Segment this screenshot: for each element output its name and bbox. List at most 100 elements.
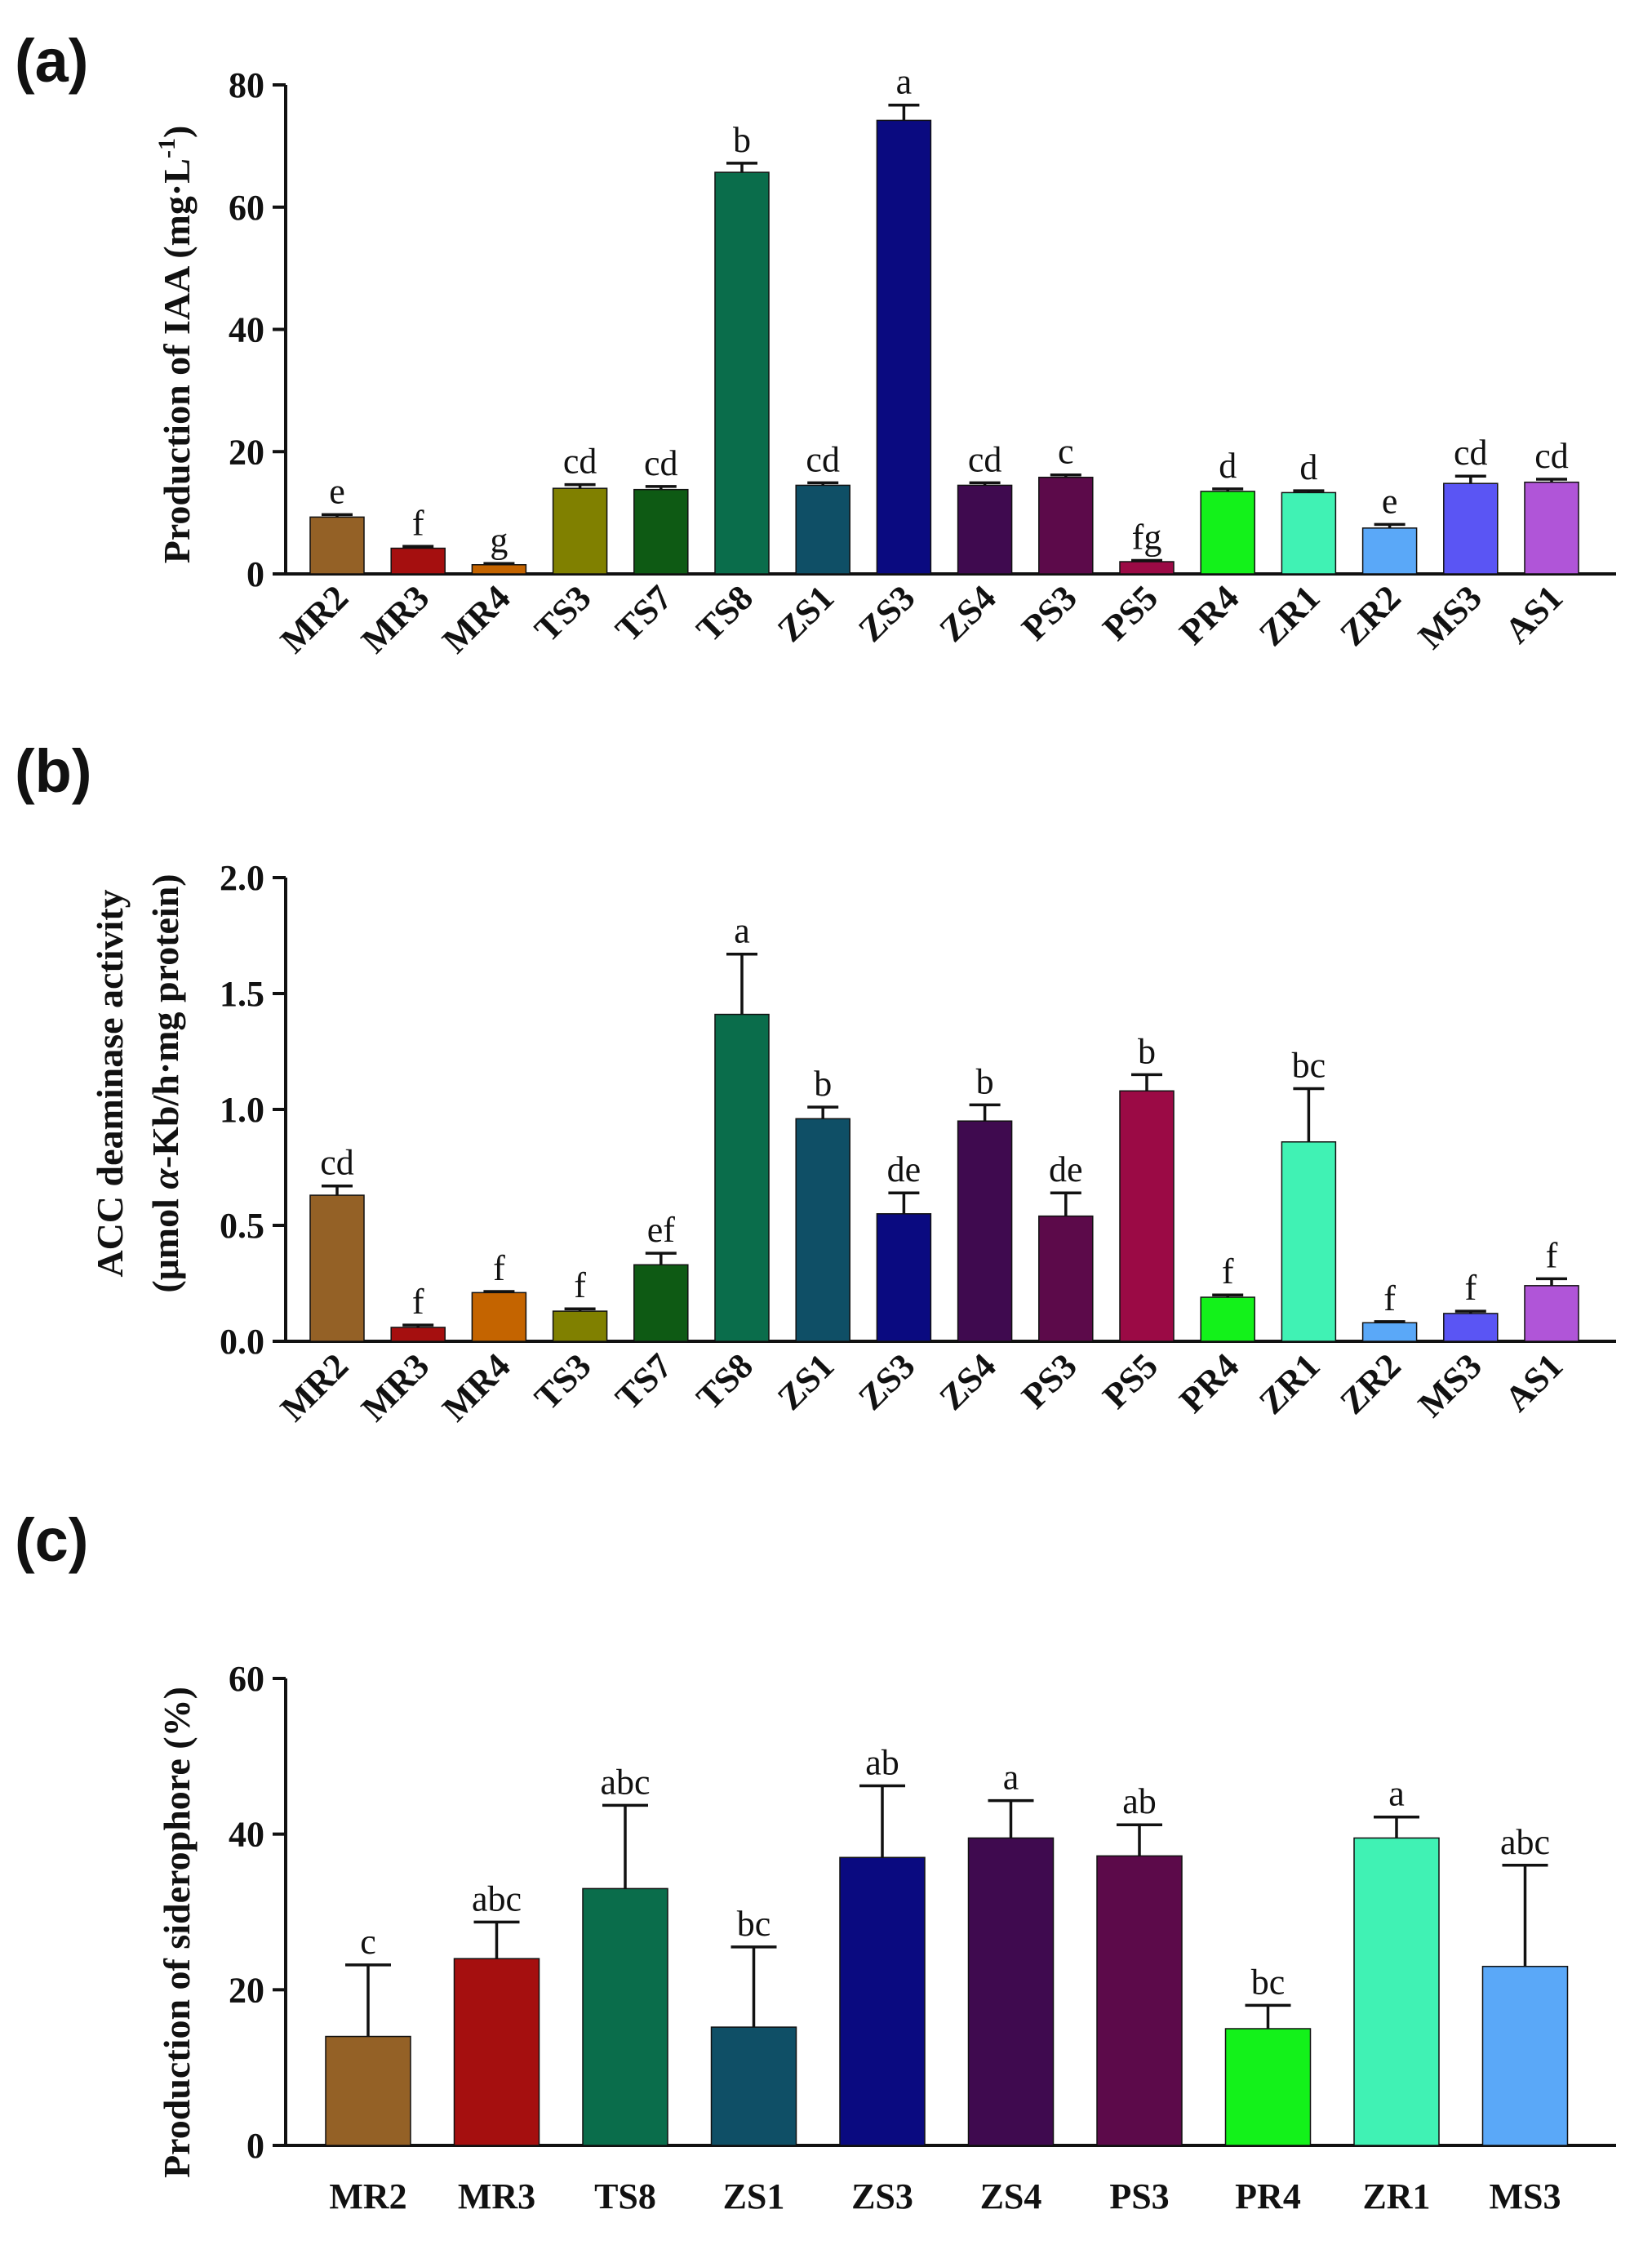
bar-ms3 <box>1443 482 1499 575</box>
significance-label-mr2: e <box>329 471 345 511</box>
significance-label-mr4: g <box>490 520 508 560</box>
panel-a-bars <box>309 119 1579 575</box>
significance-label-zr1: d <box>1299 447 1317 487</box>
y-tick-label: 0.5 <box>220 1206 264 1246</box>
bar-ts3 <box>552 487 608 575</box>
y-tick-label: 1.5 <box>220 974 264 1014</box>
panel-a-y-ticks: 0 20 40 60 80 <box>229 65 286 594</box>
y-tick-label: 20 <box>229 1970 264 2010</box>
category-label-mr2: MR2 <box>273 1345 356 1429</box>
y-tick-label: 60 <box>229 188 264 228</box>
bar-zr2 <box>1361 527 1418 575</box>
category-label-ts3: TS3 <box>526 577 598 649</box>
significance-label-ts8: b <box>733 120 751 160</box>
y-tick-label: 0 <box>246 2126 264 2166</box>
significance-label-mr2: c <box>360 1922 376 1962</box>
significance-label-ps5: fg <box>1132 518 1162 558</box>
category-label-zs1: ZS1 <box>723 2176 785 2216</box>
y-tick-label: 40 <box>229 1815 264 1855</box>
y-tick-label: 40 <box>229 310 264 350</box>
y-tick-label: 0.0 <box>220 1322 264 1362</box>
category-label-zr1: ZR1 <box>1251 577 1327 653</box>
significance-label-as1: cd <box>1534 436 1569 476</box>
significance-label-zs1: b <box>814 1064 832 1104</box>
panel-c-significance-labels: c abc abc bc ab a ab bc a abc <box>360 1743 1550 2003</box>
panel-c-error-bars <box>345 1784 1548 2037</box>
panel-c-y-ticks: 0 20 40 60 <box>229 1659 286 2166</box>
category-label-mr3: MR3 <box>458 2176 535 2216</box>
category-label-ps3: PS3 <box>1014 577 1085 648</box>
panel-b-y-axis-title-line2: (μmol α-Kb/h·mg protein) <box>144 874 186 1292</box>
category-label-mr4: MR4 <box>434 577 517 660</box>
panel-c-bars <box>325 1837 1569 2146</box>
bar-mr2 <box>309 1194 365 1342</box>
bar-zs3 <box>876 1213 932 1342</box>
category-label-as1: AS1 <box>1497 1345 1570 1419</box>
panel-c-category-labels: MR2 MR3 TS8 ZS1 ZS3 ZS4 PS3 PR4 ZR1 MS3 <box>329 2176 1561 2216</box>
bar-ts3 <box>552 1310 608 1342</box>
bar-ps3 <box>1038 476 1094 575</box>
category-label-ps5: PS5 <box>1095 577 1166 648</box>
bar-mr4 <box>471 1291 527 1342</box>
category-label-ts8: TS8 <box>689 577 761 649</box>
bar-zs4 <box>967 1837 1055 2146</box>
bar-ts8 <box>714 1013 770 1342</box>
panel-a: (a) Production of IAA (mg·L-1) 0 20 40 60 80… <box>15 27 1616 660</box>
bar-mr3 <box>390 547 446 575</box>
panel-a-error-bars <box>322 103 1567 566</box>
bar-ts7 <box>633 1264 689 1342</box>
bar-zs4 <box>957 484 1013 575</box>
panel-b-y-ticks: 0.0 0.5 1.0 1.5 2.0 <box>220 858 286 1362</box>
significance-label-zr2: f <box>1383 1278 1396 1318</box>
significance-label-ps3: de <box>1049 1149 1083 1189</box>
panel-a-y-axis-title: Production of IAA (mg·L-1) <box>153 126 198 564</box>
category-label-ms3: MS3 <box>1410 577 1490 656</box>
y-tick-label: 80 <box>229 65 264 105</box>
significance-label-zs3: ab <box>865 1743 899 1783</box>
category-label-ts7: TS7 <box>608 1345 680 1417</box>
panel-a-label: (a) <box>15 27 88 95</box>
bar-pr4 <box>1200 1296 1255 1342</box>
category-label-as1: AS1 <box>1497 577 1570 651</box>
category-label-zs3: ZS3 <box>850 1345 922 1417</box>
category-label-mr3: MR3 <box>353 1345 437 1429</box>
significance-label-ms3: abc <box>1500 1822 1550 1862</box>
y-tick-label: 1.0 <box>220 1090 264 1130</box>
category-label-ps5: PS5 <box>1095 1345 1166 1416</box>
bar-mr2 <box>325 2035 411 2146</box>
significance-label-as1: f <box>1546 1235 1558 1275</box>
significance-label-zs4: cd <box>968 439 1002 479</box>
category-label-zs4: ZS4 <box>931 577 1003 649</box>
bar-as1 <box>1524 481 1579 575</box>
bar-mr3 <box>390 1327 446 1342</box>
category-label-ts3: TS3 <box>526 1345 598 1417</box>
significance-label-zs1: bc <box>737 1904 771 1944</box>
significance-label-ps5: b <box>1138 1031 1156 1071</box>
category-label-pr4: PR4 <box>1235 2176 1301 2216</box>
bar-ms3 <box>1481 1965 1569 2146</box>
significance-label-mr3: f <box>412 1282 424 1322</box>
significance-label-zs4: a <box>1003 1758 1019 1798</box>
category-label-mr4: MR4 <box>434 1345 517 1429</box>
significance-label-pr4: d <box>1219 446 1237 486</box>
significance-label-mr3: f <box>412 503 424 543</box>
bar-zr2 <box>1361 1322 1418 1342</box>
category-label-ts8: TS8 <box>594 2176 656 2216</box>
bar-zs1 <box>795 1118 850 1342</box>
category-label-zr2: ZR2 <box>1332 577 1408 653</box>
panel-b: (b) ACC deaminase activity (μmol α-Kb/h·… <box>15 737 1616 1429</box>
category-label-ms3: MS3 <box>1410 1345 1490 1425</box>
significance-label-zs3: de <box>887 1149 921 1189</box>
category-label-zs4: ZS4 <box>980 2176 1042 2216</box>
significance-label-ms3: cd <box>1454 433 1488 473</box>
bar-ps5 <box>1119 561 1175 575</box>
category-label-ts7: TS7 <box>608 577 680 649</box>
bar-ms3 <box>1443 1313 1499 1342</box>
category-label-pr4: PR4 <box>1172 577 1247 652</box>
category-label-ps3: PS3 <box>1109 2176 1169 2216</box>
significance-label-mr3: abc <box>472 1878 522 1918</box>
significance-label-pr4: bc <box>1251 1962 1286 2002</box>
